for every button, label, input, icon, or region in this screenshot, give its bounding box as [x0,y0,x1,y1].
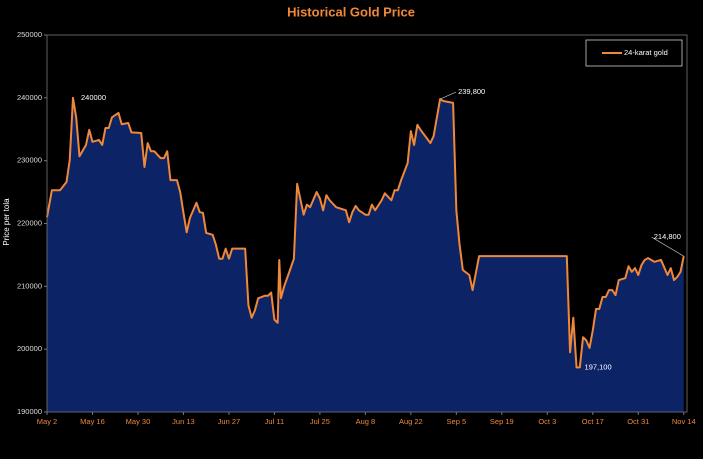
x-tick-label: Oct 3 [538,417,556,426]
value-label: 197,100 [585,362,612,371]
x-tick-label: Aug 8 [356,417,376,426]
label-leader [651,236,684,257]
x-tick-label: May 30 [126,417,151,426]
x-tick-label: Oct 17 [582,417,604,426]
line [46,96,685,369]
value-label: 239,800 [458,87,485,96]
value-label: 214,800 [654,232,681,241]
y-tick-label: 190000 [17,407,42,416]
y-tick-label: 230000 [17,156,42,165]
value-label: 240000 [81,93,106,102]
x-tick-label: Jul 25 [310,417,330,426]
y-axis-label: Price per tola [2,198,11,246]
label-leader [439,91,457,100]
x-tick-label: Aug 22 [399,417,423,426]
x-tick-label: May 2 [37,417,57,426]
y-tick-label: 240000 [17,93,42,102]
x-tick-label: Oct 31 [627,417,649,426]
y-tick-label: 250000 [17,30,42,39]
x-tick-label: Jun 13 [172,417,195,426]
chart-title: Historical Gold Price [287,4,415,19]
x-tick-label: Jul 11 [265,417,284,426]
x-tick-label: May 16 [80,417,105,426]
x-tick-label: Sep 5 [447,417,467,426]
area [47,97,684,412]
x-tick-label: Jun 27 [218,417,241,426]
x-tick-label: Nov 14 [672,417,696,426]
y-tick-label: 200000 [17,344,42,353]
legend-label: 24-karat gold [624,48,668,57]
x-tick-label: Sep 19 [490,417,514,426]
y-tick-label: 210000 [17,281,42,290]
y-tick-label: 220000 [17,218,42,227]
